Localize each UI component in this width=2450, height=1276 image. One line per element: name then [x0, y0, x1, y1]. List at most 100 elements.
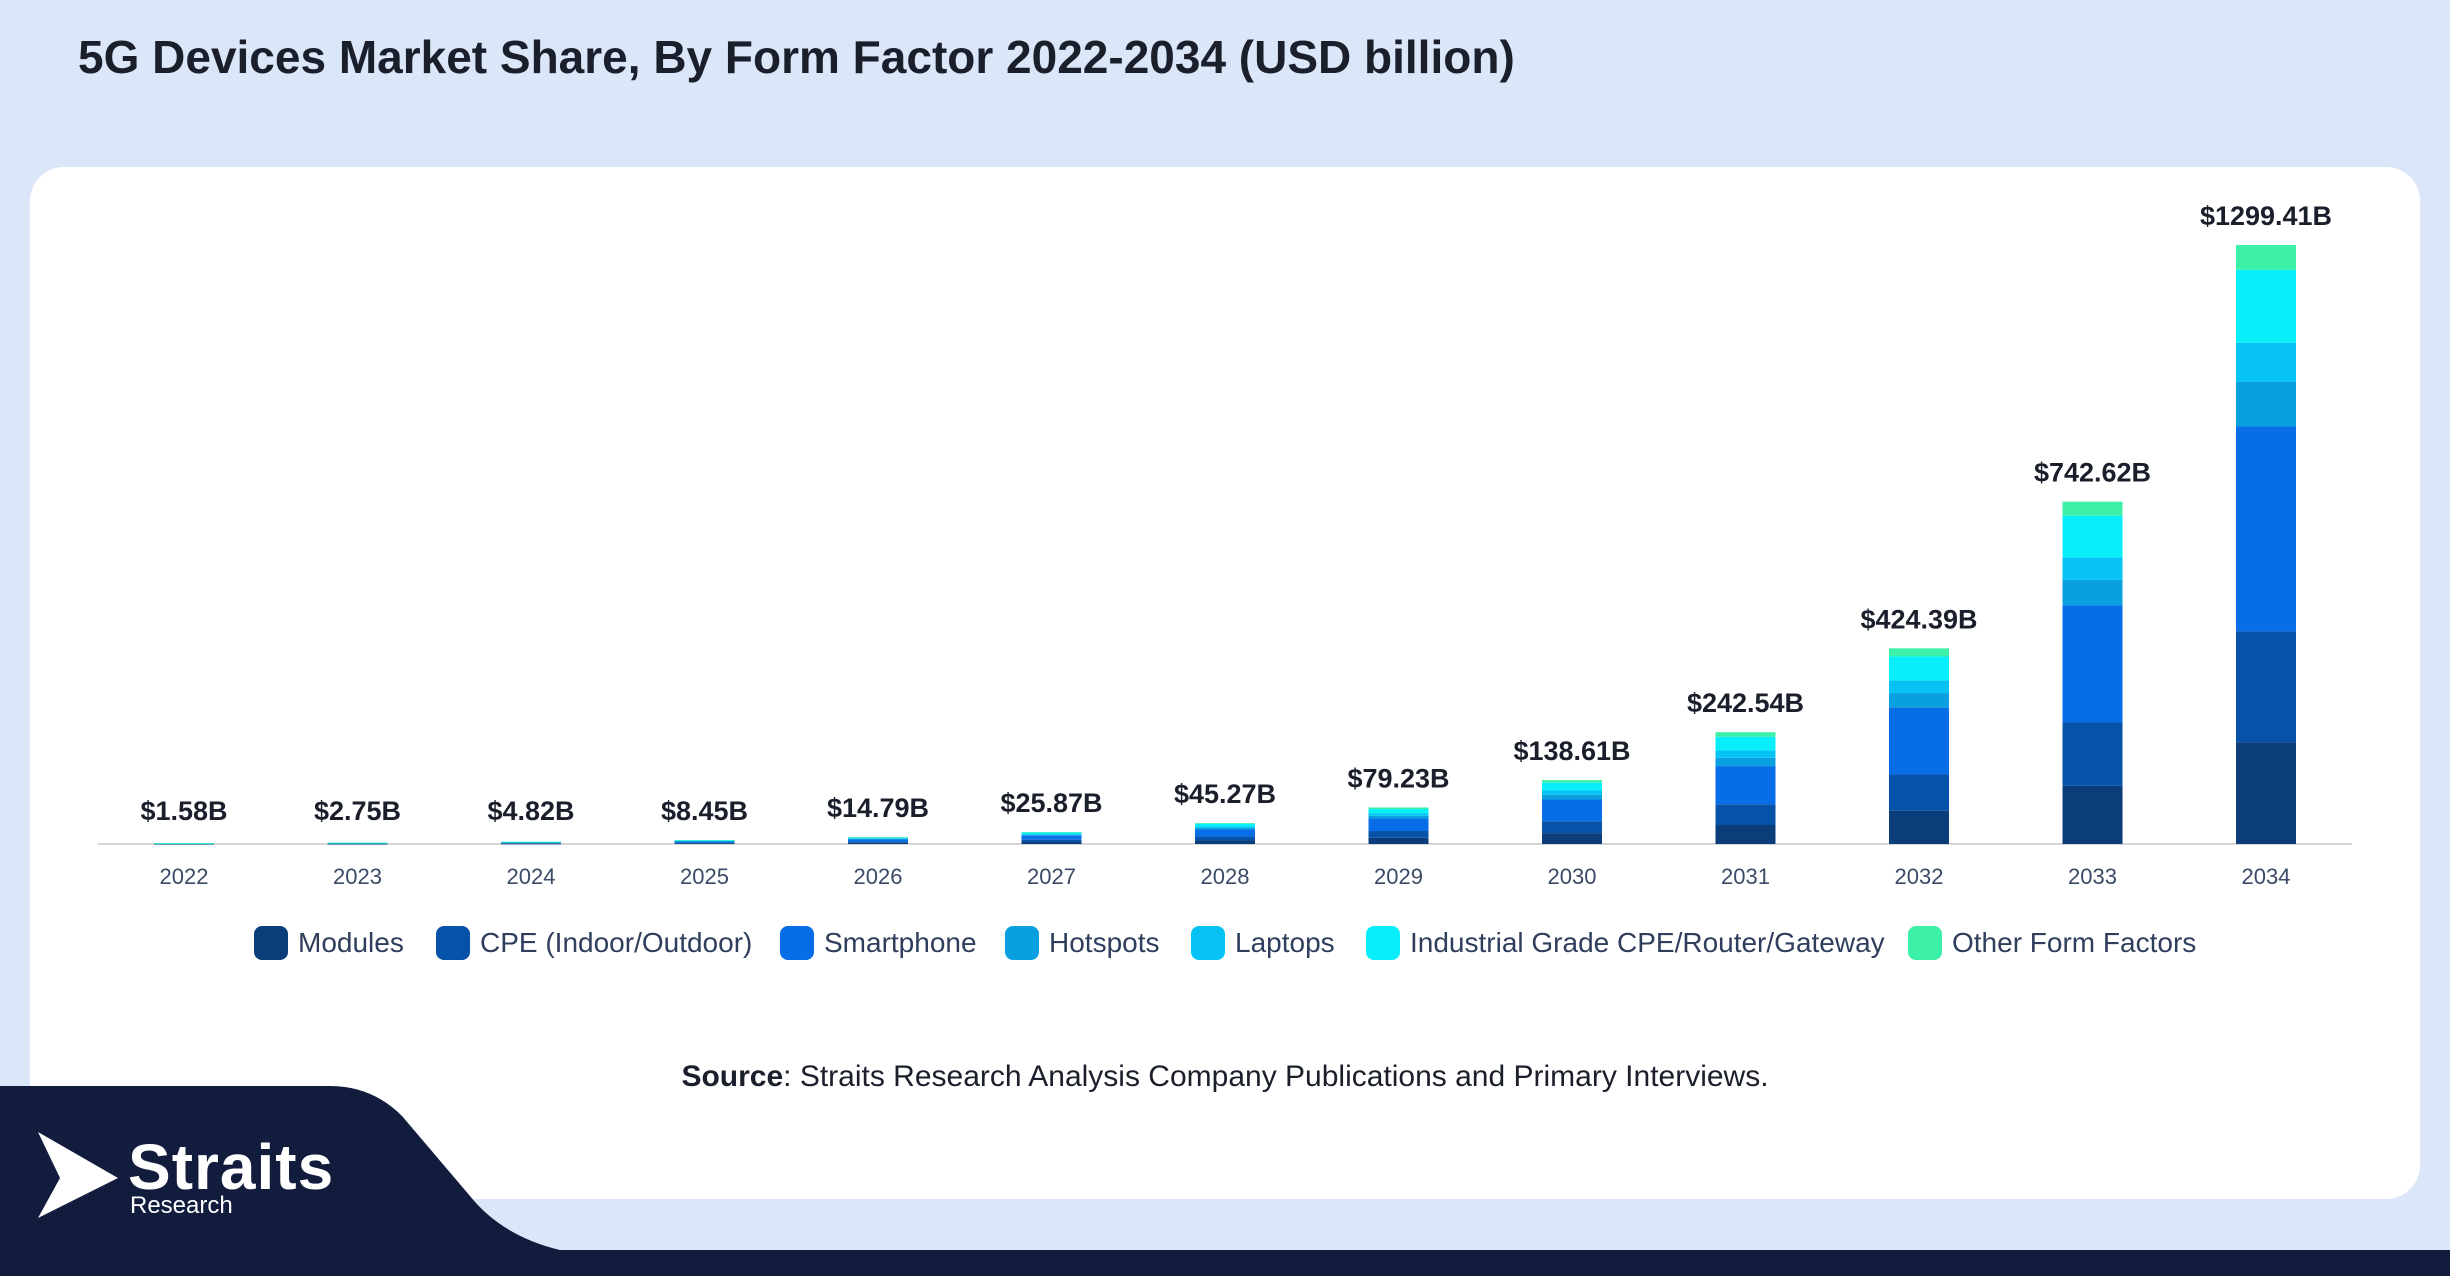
bar-segment: [1195, 840, 1255, 844]
x-tick-label: 2025: [680, 864, 729, 889]
bar-segment: [1195, 829, 1255, 837]
bar-segment: [674, 841, 735, 843]
bar-segment: [1021, 841, 1082, 844]
legend-label: Hotspots: [1049, 927, 1160, 958]
bar-segment: [501, 841, 561, 843]
footer-shape: [0, 1086, 2450, 1276]
bar-segment: [154, 843, 214, 844]
x-tick-label: 2029: [1374, 864, 1423, 889]
total-label: $25.87B: [1000, 788, 1102, 818]
bar-segment: [2236, 631, 2296, 743]
bar-segment: [848, 837, 908, 839]
bar-segment: [848, 838, 908, 840]
bar-segment: [1368, 837, 1429, 844]
bar-segment: [2236, 426, 2296, 632]
bar-segment: [1021, 832, 1082, 833]
bar-segment: [1368, 815, 1429, 819]
brand-name: Straits: [128, 1131, 335, 1203]
bar-segment: [2062, 501, 2123, 516]
x-tick-label: 2028: [1201, 864, 1250, 889]
bar-segment: [1889, 810, 1949, 844]
x-tick-label: 2026: [854, 864, 903, 889]
source-label: Source: [681, 1060, 784, 1093]
bar-segment: [674, 842, 735, 844]
total-label: $14.79B: [827, 793, 929, 823]
stacked-bar-chart: $1.58B $2.75B $4.82B $8.45B $14.79B $25.87B $4…: [98, 201, 2352, 960]
legend-swatch: [780, 926, 814, 960]
bar-segment: [2236, 742, 2296, 844]
bar-segment: [1542, 799, 1602, 822]
bar-segment: [1368, 808, 1429, 814]
x-tick-label: 2024: [507, 864, 556, 889]
total-label: $1.58B: [140, 796, 227, 826]
bar-segment: [848, 841, 908, 843]
bar-segment: [674, 840, 735, 841]
bar-segment: [1021, 835, 1082, 840]
bar-segment: [2062, 722, 2123, 786]
x-tick-label: 2033: [2068, 864, 2117, 889]
bar-segment: [1889, 656, 1949, 681]
legend-swatch: [1366, 926, 1400, 960]
legend-label: Industrial Grade CPE/Router/Gateway: [1410, 927, 1885, 958]
x-tick-label: 2034: [2242, 864, 2291, 889]
bar-segment: [1715, 766, 1776, 805]
bar-segment: [1715, 750, 1776, 758]
bar-segment: [1368, 813, 1429, 816]
x-tick-label: 2031: [1721, 864, 1770, 889]
bar-segment: [674, 843, 735, 844]
bar-segment: [1021, 839, 1082, 842]
bar-segment: [1195, 827, 1255, 830]
bar-segment: [848, 837, 908, 838]
bar-segment: [848, 842, 908, 844]
bar-segment: [674, 840, 735, 842]
legend-swatch: [1908, 926, 1942, 960]
bar-segment: [1542, 833, 1602, 844]
total-label: $45.27B: [1174, 779, 1276, 809]
x-tick-label: 2022: [160, 864, 209, 889]
x-tick-label: 2027: [1027, 864, 1076, 889]
bar-segment: [1368, 807, 1429, 809]
bar-segment: [848, 838, 908, 839]
legend: Modules CPE (Indoor/Outdoor) Smartphone Hot…: [254, 926, 2196, 960]
source-text: : Straits Research Analysis Company Publ…: [783, 1060, 1769, 1093]
total-label: $1299.41B: [2200, 201, 2332, 231]
x-tick-labels-group: 2022 2023 2024 2025 2026 2027 2028 2029 2030 2031…: [160, 864, 2291, 889]
bar-segment: [1889, 648, 1949, 657]
bar-segment: [2236, 381, 2296, 427]
total-label: $242.54B: [1687, 688, 1804, 718]
bar-segment: [1889, 707, 1949, 775]
total-label: $138.61B: [1513, 736, 1630, 766]
legend-label: Laptops: [1235, 927, 1335, 958]
bar-segment: [327, 842, 388, 844]
legend-label: Smartphone: [824, 927, 977, 958]
total-labels-group: $1.58B $2.75B $4.82B $8.45B $14.79B $25.87B $4…: [140, 201, 2332, 826]
legend-item: Laptops: [1191, 926, 1335, 960]
brand-subtitle: Research: [130, 1192, 233, 1219]
bar-segment: [2236, 342, 2296, 382]
bar-segment: [848, 839, 908, 842]
bar-segment: [1021, 832, 1082, 835]
bar-segment: [1715, 732, 1776, 737]
total-label: $8.45B: [661, 796, 748, 826]
bar-segment: [501, 843, 561, 845]
bar-segment: [1715, 757, 1776, 767]
bar-segment: [1195, 823, 1255, 824]
legend-label: Modules: [298, 927, 404, 958]
bar-segment: [1542, 821, 1602, 834]
bar-segment: [1368, 818, 1429, 832]
legend-item: Industrial Grade CPE/Router/Gateway: [1366, 926, 1885, 960]
brand-logo: Straits Research: [36, 1130, 356, 1220]
bar-segment: [2062, 515, 2123, 558]
bar-segment: [2062, 557, 2123, 580]
bar-segment: [1715, 804, 1776, 825]
x-tick-label: 2023: [333, 864, 382, 889]
x-tick-label: 2032: [1895, 864, 1944, 889]
bar-segment: [1195, 823, 1255, 827]
bar-segment: [1889, 680, 1949, 694]
bars-group: [154, 245, 2296, 845]
bar-segment: [1715, 736, 1776, 751]
total-label: $2.75B: [314, 796, 401, 826]
legend-swatch: [254, 926, 288, 960]
total-label: $79.23B: [1347, 763, 1449, 793]
bar-segment: [2236, 245, 2296, 270]
